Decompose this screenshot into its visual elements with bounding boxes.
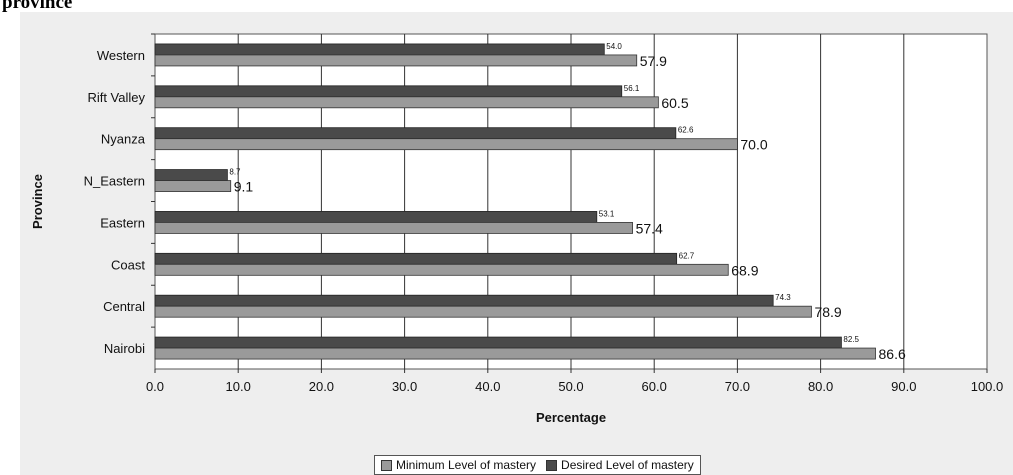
data-label-minimum: 57.9 xyxy=(640,53,667,69)
category-label: Eastern xyxy=(100,215,145,230)
bar-desired xyxy=(154,211,598,223)
data-label-desired: 74.3 xyxy=(775,293,791,302)
data-label-minimum: 57.4 xyxy=(636,220,663,236)
data-label-minimum: 78.9 xyxy=(814,304,841,320)
x-tick-label: 60.0 xyxy=(642,379,667,394)
bar-minimum xyxy=(154,305,812,318)
category-label: Western xyxy=(97,48,145,63)
legend-item-desired: Desired Level of mastery xyxy=(546,458,694,472)
data-label-minimum: 68.9 xyxy=(731,262,758,278)
bar-chart: 0.0 10.0 20.0 30.0 40.0 50.0 60.0 70.0 80.0 90.0 1… xyxy=(30,33,1004,425)
data-label-minimum: 86.6 xyxy=(879,346,906,362)
bar-minimum xyxy=(154,347,876,360)
x-tick-label: 100.0 xyxy=(971,379,1004,394)
category-label: Rift Valley xyxy=(87,90,145,105)
y-axis-title: Province xyxy=(30,174,45,229)
bar-minimum xyxy=(154,54,638,67)
chart-panel: 0.0 10.0 20.0 30.0 40.0 50.0 60.0 70.0 80.0 90.0 1… xyxy=(20,12,1013,475)
data-label-desired: 62.7 xyxy=(679,251,695,260)
data-label-desired: 53.1 xyxy=(599,209,615,218)
legend-swatch-minimum xyxy=(381,459,392,471)
legend-label-desired: Desired Level of mastery xyxy=(561,458,694,472)
legend-swatch-desired xyxy=(546,459,558,471)
bar-desired xyxy=(154,336,842,349)
data-label-desired: 62.6 xyxy=(678,126,694,135)
bar-desired xyxy=(154,252,678,265)
bar-minimum xyxy=(154,96,659,109)
bar-desired xyxy=(154,169,228,181)
category-label: Nairobi xyxy=(104,341,145,356)
bar-desired xyxy=(154,85,623,98)
legend-label-minimum: Minimum Level of mastery xyxy=(396,458,537,472)
category-label: Central xyxy=(103,299,145,314)
x-tick-label: 0.0 xyxy=(146,379,164,394)
x-axis-title: Percentage xyxy=(536,410,606,425)
category-label: Coast xyxy=(111,257,145,272)
x-tick-label: 40.0 xyxy=(475,379,500,394)
x-tick-label: 20.0 xyxy=(309,379,334,394)
x-tick-label: 80.0 xyxy=(808,379,833,394)
bar-minimum xyxy=(154,138,738,151)
data-label-minimum: 9.1 xyxy=(234,179,254,195)
bar-minimum xyxy=(154,180,232,192)
data-label-minimum: 60.5 xyxy=(661,95,688,111)
legend-item-minimum: Minimum Level of mastery xyxy=(381,458,536,472)
data-label-desired: 56.1 xyxy=(624,84,640,93)
bar-minimum xyxy=(154,263,729,276)
category-label: Nyanza xyxy=(101,132,146,147)
bar-desired xyxy=(154,127,677,140)
bar-minimum xyxy=(154,222,633,234)
data-label-minimum: 70.0 xyxy=(740,137,767,153)
bar-desired xyxy=(154,294,774,307)
legend: Minimum Level of mastery Desired Level o… xyxy=(374,455,701,475)
data-label-desired: 82.5 xyxy=(843,335,859,344)
data-label-desired: 54.0 xyxy=(606,42,622,51)
category-label: N_Eastern xyxy=(84,174,145,189)
x-tick-label: 30.0 xyxy=(392,379,417,394)
data-label-desired: 8.7 xyxy=(229,168,241,177)
x-tick-label: 90.0 xyxy=(891,379,916,394)
bar-desired xyxy=(154,43,605,56)
x-tick-label: 70.0 xyxy=(725,379,750,394)
chart-caption: province xyxy=(2,0,73,13)
x-tick-label: 50.0 xyxy=(558,379,583,394)
x-tick-label: 10.0 xyxy=(226,379,251,394)
